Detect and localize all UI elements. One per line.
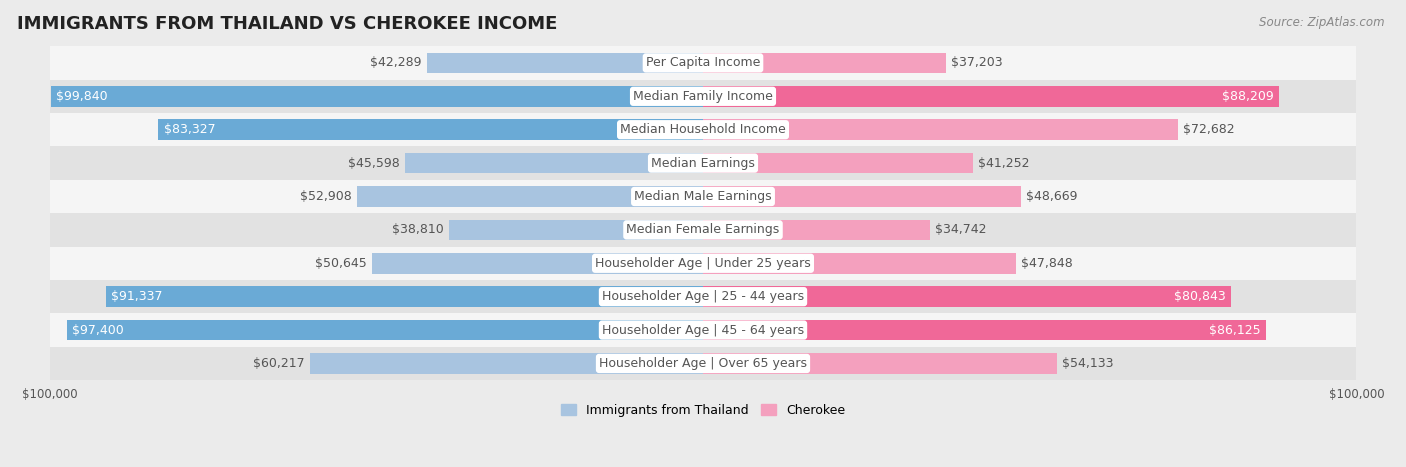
Text: $60,217: $60,217 bbox=[253, 357, 304, 370]
Text: $34,742: $34,742 bbox=[935, 223, 987, 236]
Bar bbox=[450, 219, 703, 240]
Text: $42,289: $42,289 bbox=[370, 57, 422, 70]
Bar bbox=[703, 320, 1265, 340]
Text: $88,209: $88,209 bbox=[1222, 90, 1274, 103]
Bar bbox=[49, 247, 1357, 280]
Bar bbox=[703, 153, 973, 173]
Bar bbox=[49, 280, 1357, 313]
Bar bbox=[703, 253, 1015, 274]
Bar bbox=[405, 153, 703, 173]
Text: $47,848: $47,848 bbox=[1021, 257, 1073, 270]
Bar bbox=[703, 86, 1279, 106]
Text: $97,400: $97,400 bbox=[72, 324, 124, 337]
Text: Median Family Income: Median Family Income bbox=[633, 90, 773, 103]
Bar bbox=[373, 253, 703, 274]
Text: $80,843: $80,843 bbox=[1174, 290, 1226, 303]
Text: $38,810: $38,810 bbox=[392, 223, 444, 236]
Bar bbox=[49, 347, 1357, 380]
Text: $99,840: $99,840 bbox=[56, 90, 107, 103]
Text: $45,598: $45,598 bbox=[349, 156, 399, 170]
Bar bbox=[159, 120, 703, 140]
Bar bbox=[49, 113, 1357, 146]
Bar bbox=[703, 186, 1021, 207]
Text: Householder Age | 25 - 44 years: Householder Age | 25 - 44 years bbox=[602, 290, 804, 303]
Bar bbox=[49, 146, 1357, 180]
Text: $91,337: $91,337 bbox=[111, 290, 163, 303]
Bar bbox=[49, 213, 1357, 247]
Text: $72,682: $72,682 bbox=[1184, 123, 1234, 136]
Bar bbox=[703, 120, 1178, 140]
Text: $41,252: $41,252 bbox=[977, 156, 1029, 170]
Text: Median Female Earnings: Median Female Earnings bbox=[627, 223, 779, 236]
Bar bbox=[426, 53, 703, 73]
Text: $50,645: $50,645 bbox=[315, 257, 367, 270]
Text: $52,908: $52,908 bbox=[301, 190, 352, 203]
Text: Householder Age | Over 65 years: Householder Age | Over 65 years bbox=[599, 357, 807, 370]
Text: Median Household Income: Median Household Income bbox=[620, 123, 786, 136]
Bar bbox=[105, 286, 703, 307]
Text: $83,327: $83,327 bbox=[163, 123, 215, 136]
Text: Householder Age | Under 25 years: Householder Age | Under 25 years bbox=[595, 257, 811, 270]
Text: Householder Age | 45 - 64 years: Householder Age | 45 - 64 years bbox=[602, 324, 804, 337]
Text: Per Capita Income: Per Capita Income bbox=[645, 57, 761, 70]
Bar bbox=[49, 180, 1357, 213]
Bar bbox=[66, 320, 703, 340]
Bar bbox=[703, 53, 946, 73]
Bar bbox=[357, 186, 703, 207]
Bar bbox=[49, 46, 1357, 79]
Bar bbox=[703, 353, 1057, 374]
Bar bbox=[49, 79, 1357, 113]
Text: Median Male Earnings: Median Male Earnings bbox=[634, 190, 772, 203]
Text: $37,203: $37,203 bbox=[952, 57, 1002, 70]
Text: Median Earnings: Median Earnings bbox=[651, 156, 755, 170]
Bar bbox=[49, 313, 1357, 347]
Text: Source: ZipAtlas.com: Source: ZipAtlas.com bbox=[1260, 16, 1385, 29]
Bar bbox=[51, 86, 703, 106]
Bar bbox=[703, 219, 929, 240]
Text: IMMIGRANTS FROM THAILAND VS CHEROKEE INCOME: IMMIGRANTS FROM THAILAND VS CHEROKEE INC… bbox=[17, 15, 557, 33]
Text: $48,669: $48,669 bbox=[1026, 190, 1078, 203]
Text: $54,133: $54,133 bbox=[1062, 357, 1114, 370]
Text: $86,125: $86,125 bbox=[1209, 324, 1261, 337]
Bar bbox=[703, 286, 1232, 307]
Legend: Immigrants from Thailand, Cherokee: Immigrants from Thailand, Cherokee bbox=[555, 398, 851, 422]
Bar bbox=[309, 353, 703, 374]
